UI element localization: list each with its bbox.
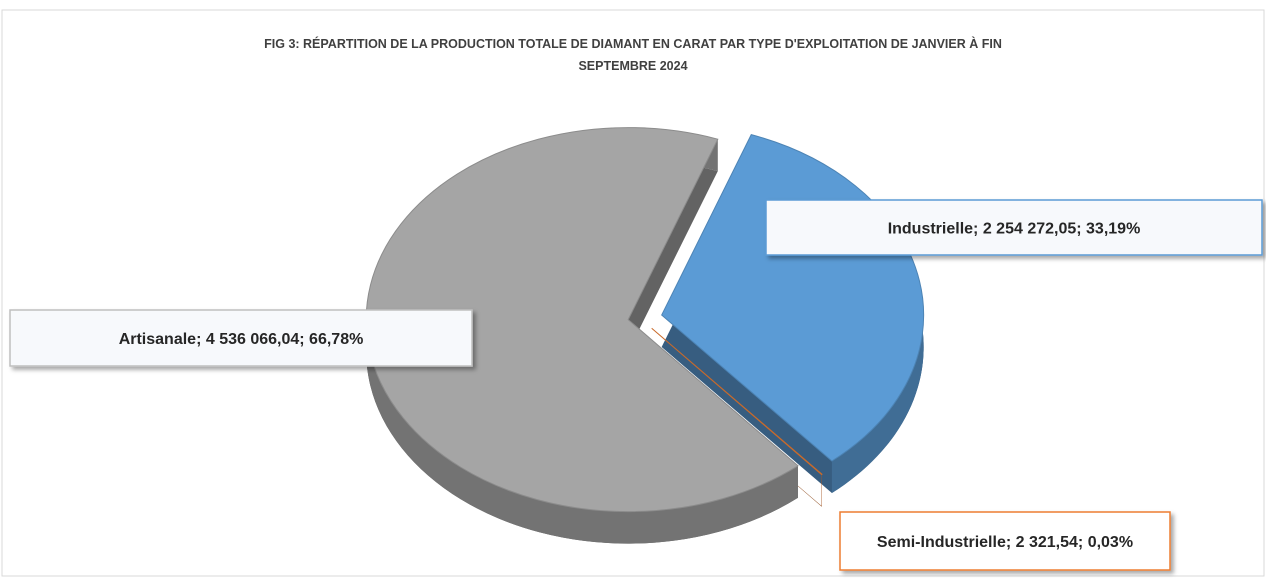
data-label-part: ; — [1006, 534, 1016, 551]
data-label-part: Semi-Industrielle — [877, 534, 1006, 551]
data-label: Industrielle; 2 254 272,05; 33,19% — [888, 221, 1141, 238]
data-label-part: Artisanale — [119, 331, 196, 348]
chart-title: SEPTEMBRE 2024 — [578, 59, 687, 73]
data-label-part: ; — [973, 221, 983, 238]
data-label: Semi-Industrielle; 2 321,54; 0,03% — [877, 534, 1133, 551]
data-label-part: 0,03% — [1088, 534, 1133, 551]
data-label-part: 2 254 272,05 — [983, 221, 1077, 238]
data-label: Artisanale; 4 536 066,04; 66,78% — [119, 331, 364, 348]
data-label-part: 2 321,54 — [1016, 534, 1078, 551]
data-label-part: ; — [1076, 221, 1086, 238]
data-label-part: ; — [196, 331, 206, 348]
data-label-part: ; — [299, 331, 309, 348]
data-label-part: 4 536 066,04 — [206, 331, 300, 348]
data-label-part: 66,78% — [309, 331, 363, 348]
data-label-part: Industrielle — [888, 221, 973, 238]
data-label-part: 33,19% — [1086, 221, 1140, 238]
chart-title: FIG 3: RÉPARTITION DE LA PRODUCTION TOTA… — [264, 36, 1002, 51]
data-label-part: ; — [1078, 534, 1088, 551]
